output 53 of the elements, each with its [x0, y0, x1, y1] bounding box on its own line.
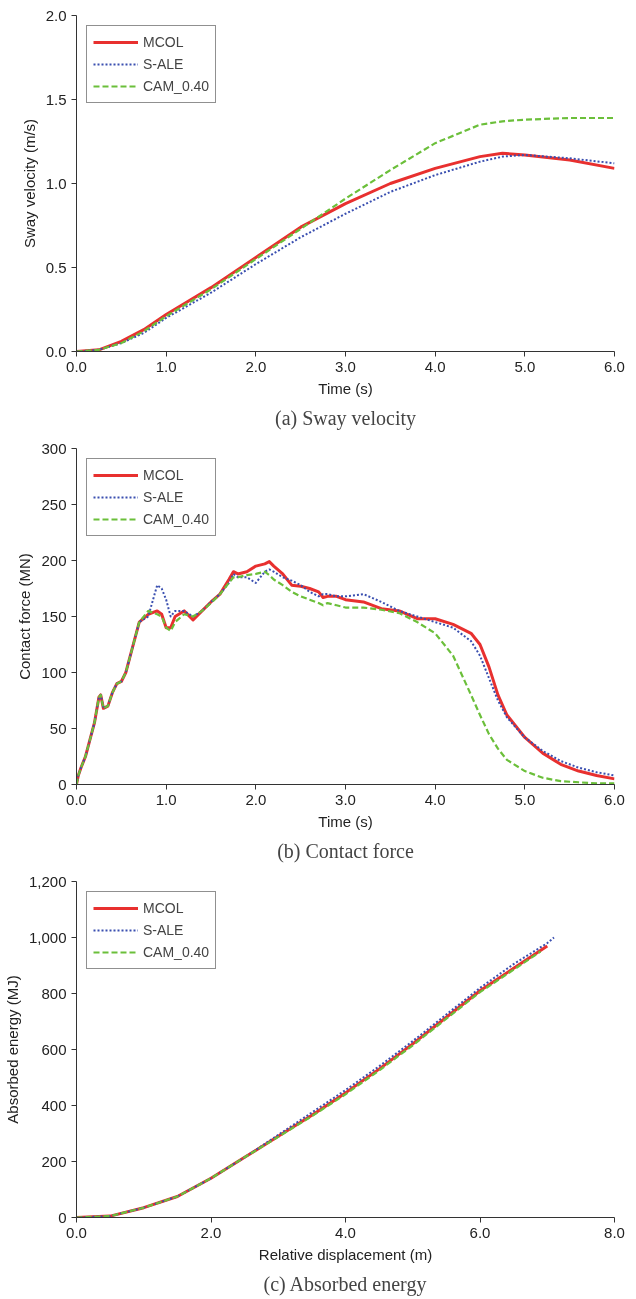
y-tick-label: 0 — [58, 1208, 67, 1226]
y-tick-label: 50 — [49, 719, 67, 737]
y-tick-label: 1,000 — [28, 928, 67, 946]
y-tick-label: 1,200 — [28, 872, 67, 890]
y-tick-label: 0.5 — [45, 258, 67, 276]
legend-label: CAM_0.40 — [143, 511, 210, 527]
x-tick-label: 4.0 — [424, 357, 446, 375]
x-axis-title: Relative displacement (m) — [258, 1245, 433, 1263]
y-tick-label: 2.0 — [45, 6, 67, 24]
legend-label: MCOL — [143, 900, 184, 916]
y-tick-label: 1.0 — [45, 174, 67, 192]
x-tick-label: 3.0 — [335, 790, 356, 808]
legend-label: MCOL — [143, 467, 184, 483]
x-tick-label: 6.0 — [469, 1223, 491, 1241]
legend-label: S-ALE — [143, 489, 184, 505]
x-axis-title: Time (s) — [318, 812, 373, 830]
y-axis-title: Absorbed energy (MJ) — [3, 975, 21, 1124]
x-tick-label: 1.0 — [155, 357, 177, 375]
text: (c) Absorbed energy — [263, 1272, 427, 1296]
x-tick-label: 2.0 — [245, 357, 267, 375]
x-tick-label: 3.0 — [335, 357, 356, 375]
y-tick-label: 100 — [41, 663, 67, 681]
legend-label: CAM_0.40 — [143, 78, 210, 94]
x-tick-label: 5.0 — [514, 357, 536, 375]
y-tick-label: 250 — [41, 495, 67, 513]
legend-label: S-ALE — [143, 922, 184, 938]
y-axis-title: Contact force (MN) — [16, 553, 34, 680]
x-tick-label: 2.0 — [245, 790, 267, 808]
x-tick-label: 4.0 — [424, 790, 446, 808]
y-tick-label: 400 — [41, 1096, 67, 1114]
text: (b) Contact force — [277, 839, 414, 863]
x-tick-label: 2.0 — [200, 1223, 222, 1241]
text: (a) Sway velocity — [274, 406, 417, 430]
x-tick-label: 6.0 — [604, 790, 625, 808]
y-tick-label: 1.5 — [45, 90, 67, 108]
legend-label: CAM_0.40 — [143, 944, 210, 960]
y-axis-title: Sway velocity (m/s) — [20, 118, 38, 249]
x-axis-title: Time (s) — [318, 379, 373, 397]
x-tick-label: 8.0 — [604, 1223, 625, 1241]
x-tick-label: 6.0 — [604, 357, 625, 375]
y-tick-label: 200 — [41, 1152, 67, 1170]
x-tick-label: 1.0 — [155, 790, 177, 808]
x-tick-label: 5.0 — [514, 790, 536, 808]
y-tick-label: 150 — [41, 607, 67, 625]
y-tick-label: 0.0 — [45, 342, 67, 360]
y-tick-label: 800 — [41, 984, 67, 1002]
y-tick-label: 300 — [41, 439, 67, 457]
legend-label: MCOL — [143, 34, 184, 50]
y-tick-label: 600 — [41, 1040, 67, 1058]
y-tick-label: 0 — [58, 775, 67, 793]
x-tick-label: 4.0 — [335, 1223, 356, 1241]
legend-label: S-ALE — [143, 56, 184, 72]
y-tick-label: 200 — [41, 551, 67, 569]
